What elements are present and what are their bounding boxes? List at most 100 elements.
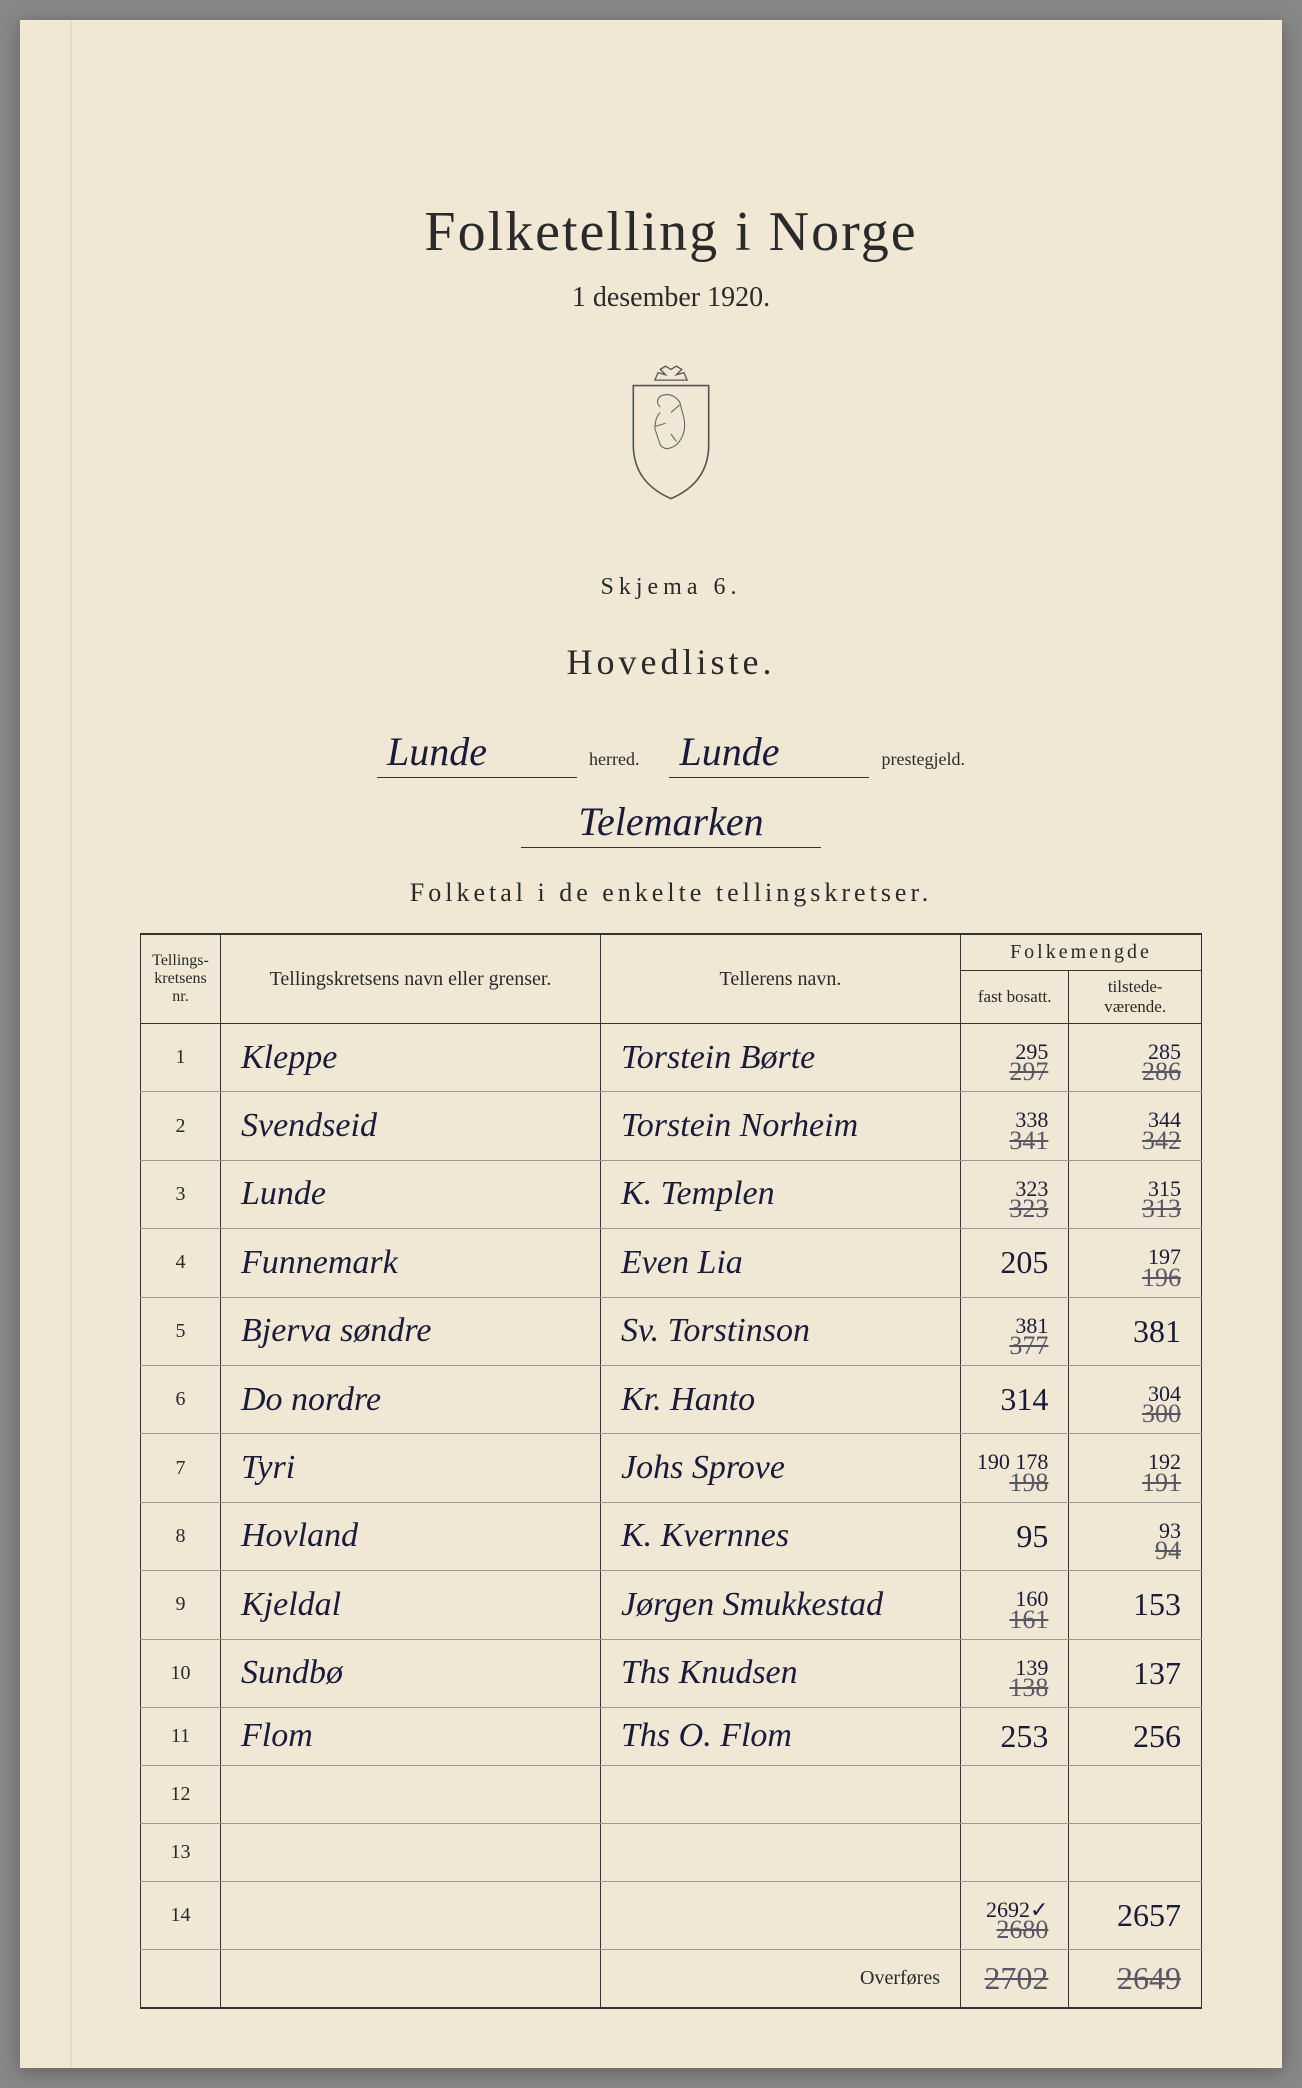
cell-fast-bosatt: 139138 [961,1639,1069,1707]
cell-district-name: Svendseid [221,1092,601,1160]
cell-district-name: Lunde [221,1160,601,1228]
cell-fast-bosatt: 205 [961,1229,1069,1297]
cell-nr: 10 [141,1639,221,1707]
cell-nr: 8 [141,1502,221,1570]
cell-fast-bosatt [961,1823,1069,1881]
cell-fast-bosatt: 253 [961,1707,1069,1765]
cell-tilstede: 9394 [1069,1502,1202,1570]
cell-district-name: Funnemark [221,1229,601,1297]
cell-fast-bosatt [961,1765,1069,1823]
cell-tilstede: 381 [1069,1297,1202,1365]
cell-nr: 1 [141,1024,221,1092]
table-row: 13 [141,1823,1202,1881]
prestegjeld-label: prestegjeld. [881,749,964,770]
cell-tilstede: 153 [1069,1571,1202,1639]
herred-value: Lunde [377,728,577,778]
table-row: 4FunnemarkEven Lia205197196 [141,1229,1202,1297]
th-teller: Tellerens navn. [601,935,961,1024]
table-row: 14 2692✓26802657 [141,1881,1202,1949]
cell-fast-bosatt: 295297 [961,1024,1069,1092]
cell-nr: 14 [141,1881,221,1949]
cell-tilstede [1069,1823,1202,1881]
cell-district-name: Tyri [221,1434,601,1502]
hovedliste-heading: Hovedliste. [140,641,1202,683]
cell-fast-bosatt: 338341 [961,1092,1069,1160]
cell-counter-name: Sv. Torstinson [601,1297,961,1365]
table-row: 5Bjerva søndreSv. Torstinson381377381 [141,1297,1202,1365]
cell-tilstede: 256 [1069,1707,1202,1765]
cell-nr: 5 [141,1297,221,1365]
document-page: Folketelling i Norge 1 desember 1920. Sk… [20,20,1282,2068]
region-line: Telemarken [140,798,1202,848]
cell-tilstede: 2657 [1069,1881,1202,1949]
cell-fast-bosatt: 381377 [961,1297,1069,1365]
cell-fast-bosatt: 190 178198 [961,1434,1069,1502]
cell-counter-name [601,1765,961,1823]
coat-of-arms-icon [616,364,726,504]
overfores-fast: 2702 [961,1950,1069,2008]
cell-nr: 3 [141,1160,221,1228]
cell-fast-bosatt: 323323 [961,1160,1069,1228]
table-row: 6Do nordreKr. Hanto314304300 [141,1365,1202,1433]
region-value: Telemarken [521,798,821,848]
cell-tilstede: 197196 [1069,1229,1202,1297]
cell-fast-bosatt: 95 [961,1502,1069,1570]
table-row: 2SvendseidTorstein Norheim338341344342 [141,1092,1202,1160]
cell-district-name [221,1765,601,1823]
cell-nr: 9 [141,1571,221,1639]
overfores-til: 2649 [1069,1950,1202,2008]
document-header: Folketelling i Norge 1 desember 1920. Sk… [140,200,1202,683]
cell-district-name: Bjerva søndre [221,1297,601,1365]
cell-fast-bosatt: 160161 [961,1571,1069,1639]
table-row: 11FlomThs O. Flom253256 [141,1707,1202,1765]
cell-tilstede: 344342 [1069,1092,1202,1160]
cell-tilstede: 304300 [1069,1365,1202,1433]
cell-district-name [221,1881,601,1949]
prestegjeld-value: Lunde [669,728,869,778]
cell-district-name [221,1823,601,1881]
overfores-label: Overføres [601,1950,961,2008]
cell-counter-name: Torstein Børte [601,1024,961,1092]
cell-fast-bosatt: 2692✓2680 [961,1881,1069,1949]
cell-nr: 6 [141,1365,221,1433]
cell-district-name: Flom [221,1707,601,1765]
cell-counter-name: K. Templen [601,1160,961,1228]
cell-counter-name [601,1823,961,1881]
cell-tilstede: 137 [1069,1639,1202,1707]
table-row: 10SundbøThs Knudsen139138137 [141,1639,1202,1707]
cell-tilstede: 315313 [1069,1160,1202,1228]
cell-counter-name: Even Lia [601,1229,961,1297]
schema-label: Skjema 6. [140,574,1202,601]
cell-nr: 12 [141,1765,221,1823]
cell-district-name: Kjeldal [221,1571,601,1639]
table-body: 1KleppeTorstein Børte2952972852862Svends… [141,1024,1202,2008]
table-subtitle: Folketal i de enkelte tellingskretser. [140,878,1202,908]
herred-label: herred. [589,749,639,770]
cell-counter-name: Johs Sprove [601,1434,961,1502]
herred-prestegjeld-line: Lunde herred. Lunde prestegjeld. [140,728,1202,778]
th-tilstede: tilstede-værende. [1069,971,1202,1024]
cell-tilstede: 192191 [1069,1434,1202,1502]
census-table-wrap: Tellings- kretsens nr. Tellingskretsens … [140,933,1202,2009]
cell-counter-name [601,1881,961,1949]
cell-counter-name: Ths Knudsen [601,1639,961,1707]
th-fast: fast bosatt. [961,971,1069,1024]
table-row: 8HovlandK. Kvernnes959394 [141,1502,1202,1570]
table-row: 9KjeldalJørgen Smukkestad160161153 [141,1571,1202,1639]
cell-counter-name: Jørgen Smukkestad [601,1571,961,1639]
th-nr: Tellings- kretsens nr. [141,935,221,1024]
cell-nr: 4 [141,1229,221,1297]
cell-district-name: Sundbø [221,1639,601,1707]
cell-nr: 7 [141,1434,221,1502]
cell-district-name: Hovland [221,1502,601,1570]
cell-district-name: Do nordre [221,1365,601,1433]
cell-district-name: Kleppe [221,1024,601,1092]
cell-nr: 13 [141,1823,221,1881]
table-row: 1KleppeTorstein Børte295297285286 [141,1024,1202,1092]
cell-counter-name: Torstein Norheim [601,1092,961,1160]
table-row: 7TyriJohs Sprove190 178198192191 [141,1434,1202,1502]
table-row: 3LundeK. Templen323323315313 [141,1160,1202,1228]
cell-nr: 11 [141,1707,221,1765]
cell-nr: 2 [141,1092,221,1160]
cell-tilstede: 285286 [1069,1024,1202,1092]
